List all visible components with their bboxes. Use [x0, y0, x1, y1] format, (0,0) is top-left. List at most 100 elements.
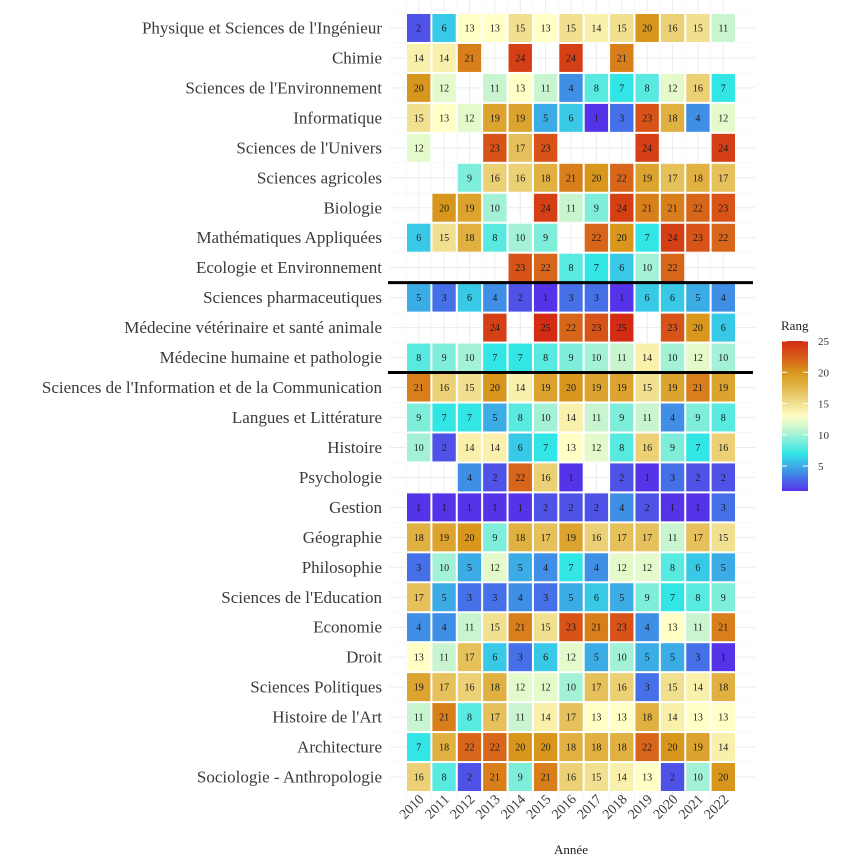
cell-value-label: 17 [541, 533, 551, 544]
heatmap-cell [532, 462, 559, 493]
heatmap-cell [659, 492, 686, 523]
cell-value-label: 13 [617, 713, 627, 724]
heatmap-cell [558, 642, 584, 673]
heatmap-cell [583, 642, 610, 673]
cell-value-label: 21 [414, 383, 424, 394]
cell-value-label: 19 [515, 113, 525, 124]
cell-value-label: 1 [619, 293, 624, 304]
cell-value-label: 4 [518, 593, 523, 604]
y-tick-label: Economie [313, 618, 382, 637]
cell-value-label: 4 [721, 293, 726, 304]
heatmap-cell [482, 72, 508, 103]
legend-tick-label: 25 [818, 336, 830, 348]
heatmap-cell [710, 612, 736, 643]
heatmap-cell [710, 102, 736, 133]
heatmap-cell [558, 762, 584, 792]
cell-value-label: 21 [490, 773, 500, 784]
cell-value-label: 19 [490, 113, 500, 124]
heatmap-cell [659, 312, 686, 343]
cell-value-label: 21 [541, 773, 551, 784]
cell-value-label: 18 [515, 533, 525, 544]
heatmap-cell [558, 402, 584, 433]
cell-value-label: 21 [464, 53, 474, 64]
cell-value-label: 12 [515, 683, 525, 694]
cell-value-label: 5 [416, 293, 421, 304]
heatmap-cell [456, 462, 483, 493]
cell-value-label: 4 [442, 623, 447, 634]
cell-value-label: 1 [492, 503, 497, 514]
heatmap-cell [482, 132, 508, 163]
heatmap-cell [710, 222, 736, 253]
cell-value-label: 4 [594, 563, 599, 574]
heatmap-cell [507, 72, 533, 103]
heatmap-cell [659, 762, 686, 792]
heatmap-cell [406, 702, 432, 733]
cell-value-label: 22 [464, 743, 474, 754]
heatmap-cell [532, 372, 559, 403]
heatmap-cell [558, 522, 584, 553]
heatmap-cell [710, 402, 736, 433]
cell-value-label: 5 [569, 593, 574, 604]
cell-value-label: 17 [439, 683, 449, 694]
cell-value-label: 3 [619, 113, 624, 124]
cell-value-label: 3 [467, 593, 472, 604]
cell-value-label: 5 [721, 563, 726, 574]
cell-value-label: 9 [594, 203, 599, 214]
cell-value-label: 14 [642, 353, 652, 364]
heatmap-cell [456, 42, 483, 73]
heatmap-cell [532, 132, 559, 163]
cell-value-label: 18 [642, 713, 652, 724]
x-tick-label: 2014 [499, 792, 529, 822]
cell-value-label: 11 [541, 83, 551, 94]
y-tick-label: Informatique [293, 108, 382, 127]
heatmap-cell [456, 342, 483, 373]
heatmap-cell [685, 282, 711, 313]
cell-value-label: 8 [594, 83, 599, 94]
y-tick-label: Histoire [327, 438, 382, 457]
cell-value-label: 20 [693, 323, 703, 334]
cell-value-label: 17 [515, 143, 525, 154]
heatmap-cell [634, 432, 660, 463]
cell-value-label: 18 [464, 233, 474, 244]
heatmap-cell [634, 102, 660, 133]
cell-value-label: 8 [442, 773, 447, 784]
heatmap-cell [507, 762, 533, 792]
heatmap-cell [532, 432, 559, 463]
heatmap-cell [685, 702, 711, 733]
heatmap-cell [710, 492, 736, 523]
heatmap-cell [406, 342, 432, 373]
heatmap-cell [710, 582, 736, 613]
cell-value-label: 7 [594, 263, 599, 274]
y-tick-label: Sciences agricoles [257, 168, 382, 187]
cell-value-label: 13 [668, 623, 678, 634]
cell-value-label: 5 [645, 653, 650, 664]
cell-value-label: 3 [569, 293, 574, 304]
heatmap-cell [634, 192, 660, 223]
heatmap-cell [609, 732, 635, 763]
heatmap-cell [558, 732, 584, 763]
heatmap-cell [609, 612, 635, 643]
cell-value-label: 5 [492, 413, 497, 424]
cell-value-label: 1 [543, 293, 548, 304]
heatmap-cell [685, 462, 711, 493]
cell-value-label: 3 [670, 473, 675, 484]
cell-value-label: 11 [414, 713, 424, 724]
cell-value-label: 8 [569, 263, 574, 274]
cell-value-label: 6 [619, 263, 624, 274]
heatmap-cell [456, 762, 483, 792]
cell-value-label: 3 [721, 503, 726, 514]
heatmap-cell [456, 222, 483, 253]
cell-value-label: 12 [490, 563, 500, 574]
cell-value-label: 13 [490, 23, 500, 34]
heatmap-cell [558, 462, 584, 493]
heatmap-cell [507, 612, 533, 643]
cell-value-label: 10 [617, 653, 627, 664]
y-tick-label: Sciences de l'Information et de la Commu… [42, 378, 383, 397]
cell-value-label: 6 [543, 653, 548, 664]
cell-value-label: 23 [642, 113, 652, 124]
cell-value-label: 20 [464, 533, 474, 544]
heatmap-cell [634, 522, 660, 553]
cell-value-label: 11 [465, 623, 475, 634]
heatmap-cell [685, 492, 711, 523]
cell-value-label: 18 [668, 113, 678, 124]
